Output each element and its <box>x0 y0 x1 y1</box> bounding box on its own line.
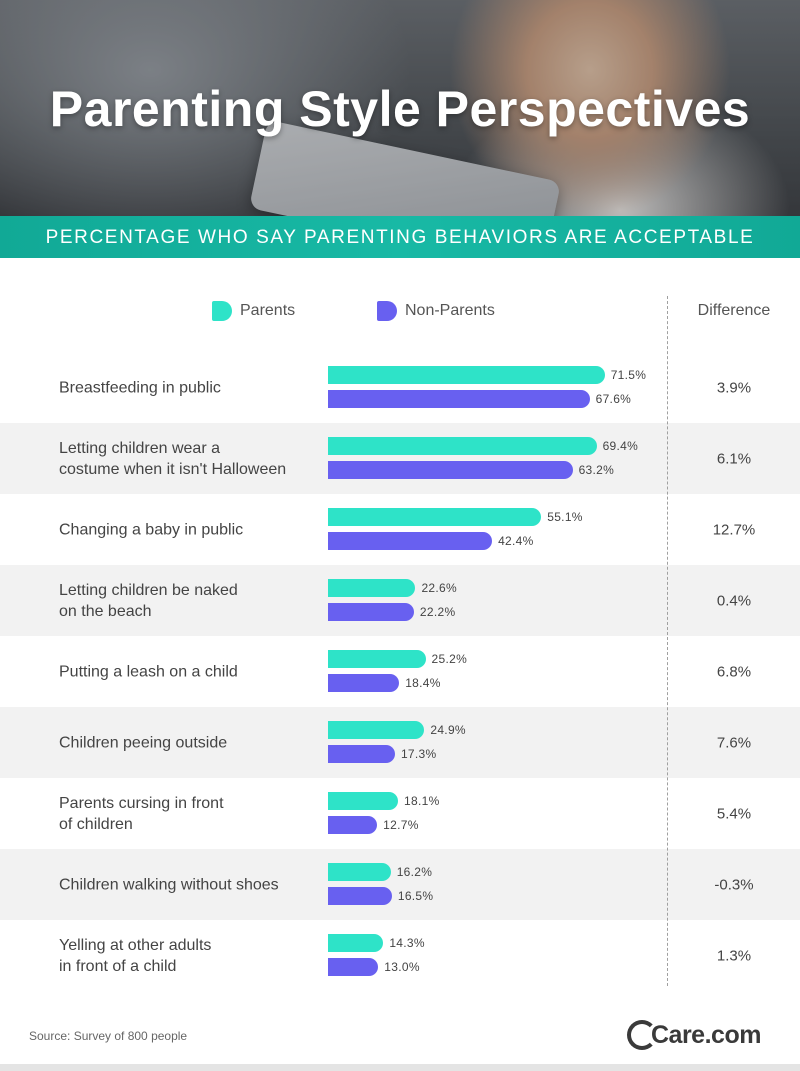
source-note: Source: Survey of 800 people <box>29 1029 188 1043</box>
value-label-non-parents: 12.7% <box>383 818 419 832</box>
bar-parents <box>328 863 391 881</box>
difference-value: 12.7% <box>712 521 756 538</box>
category-label-line: Changing a baby in public <box>59 521 244 538</box>
page-title: Parenting Style Perspectives <box>49 81 751 137</box>
category-label-line: Letting children wear a <box>59 439 220 457</box>
category-label: Breastfeeding in public <box>59 377 319 398</box>
chart-row: Children walking without shoes 16.2% 16.5%… <box>0 849 800 920</box>
difference-value: 6.1% <box>716 450 752 467</box>
difference-value: 5.4% <box>716 805 752 822</box>
value-label-parents: 55.1% <box>547 510 583 524</box>
difference-value: 1.3% <box>716 947 752 964</box>
value-label-non-parents: 17.3% <box>400 747 437 761</box>
bar-non-parents <box>328 816 378 834</box>
value-label-parents: 25.2% <box>431 652 468 666</box>
legend-swatch-non-parents <box>377 301 397 321</box>
bar-parents <box>328 792 399 810</box>
value-label-non-parents: 22.2% <box>419 605 456 619</box>
value-label-non-parents: 16.5% <box>397 889 434 903</box>
legend-parents: Parents <box>212 300 295 322</box>
category-label: Changing a baby in public <box>59 519 319 540</box>
category-label-line: Parents cursing in front <box>59 794 224 812</box>
category-label-line: Breastfeeding in public <box>59 379 221 396</box>
category-label-line: Yelling at other adults <box>59 936 212 954</box>
value-label-parents: 22.6% <box>421 581 457 595</box>
value-label-non-parents: 42.4% <box>498 534 534 548</box>
bar-non-parents <box>328 532 493 550</box>
difference-value: 0.4% <box>716 592 752 609</box>
difference-header: Difference <box>697 302 771 319</box>
bar-parents <box>328 934 384 952</box>
value-label-non-parents: 67.6% <box>595 392 632 406</box>
category-label: Yelling at other adults in front of a chi… <box>59 935 319 977</box>
hero-banner: Parenting Style Perspectives <box>0 0 800 216</box>
category-label-line: of children <box>59 815 133 833</box>
bar-parents <box>328 721 425 739</box>
chart-row: Putting a leash on a child 25.2% 18.4% 6.8% <box>0 636 800 707</box>
category-label-line: costume when it isn't Halloween <box>59 460 287 478</box>
bar-parents <box>328 508 542 526</box>
bar-non-parents <box>328 390 590 408</box>
value-label-parents: 71.5% <box>610 368 647 382</box>
legend-label-non-parents: Non-Parents <box>405 302 495 319</box>
hero-shade <box>0 0 800 216</box>
value-label-parents: 16.2% <box>396 865 433 879</box>
bar-parents <box>328 437 597 455</box>
legend-label-parents: Parents <box>240 302 296 319</box>
chart-row: Letting children be naked on the beach 22.… <box>0 565 800 636</box>
value-label-non-parents: 13.0% <box>384 960 420 974</box>
bar-parents <box>328 650 426 668</box>
chart-row: Yelling at other adults in front of a chi… <box>0 920 800 991</box>
footer-line <box>0 1064 800 1071</box>
value-label-parents: 24.9% <box>430 723 466 737</box>
value-label-parents: 69.4% <box>602 439 639 453</box>
category-label: Letting children be naked on the beach <box>59 580 319 622</box>
value-label-non-parents: 18.4% <box>405 676 441 690</box>
category-label-line: Letting children be naked <box>59 581 238 599</box>
category-label-line: in front of a child <box>59 957 177 975</box>
category-label: Parents cursing in front of children <box>59 793 319 835</box>
bar-non-parents <box>328 745 395 763</box>
value-label-parents: 18.1% <box>404 794 440 808</box>
difference-value: 3.9% <box>716 379 752 396</box>
bar-parents <box>328 366 605 384</box>
bar-non-parents <box>328 603 414 621</box>
category-label: Children peeing outside <box>59 732 319 753</box>
value-label-non-parents: 63.2% <box>578 463 615 477</box>
difference-value: -0.3% <box>714 876 754 893</box>
brand-mark-icon <box>627 1020 657 1050</box>
difference-value: 7.6% <box>716 734 752 751</box>
legend-non-parents: Non-Parents <box>377 300 495 322</box>
category-label-line: on the beach <box>59 602 152 620</box>
difference-value: 6.8% <box>716 663 752 680</box>
chart-row: Changing a baby in public 55.1% 42.4% 12.7% <box>0 494 800 565</box>
legend-swatch-parents <box>212 301 232 321</box>
category-label-line: Children peeing outside <box>59 734 228 751</box>
brand-logo: Care.com <box>627 1018 761 1052</box>
bar-non-parents <box>328 958 379 976</box>
chart-row: Children peeing outside 24.9% 17.3% 7.6% <box>0 707 800 778</box>
bar-non-parents <box>328 674 400 692</box>
category-label: Letting children wear a costume when it i… <box>59 438 319 480</box>
bar-non-parents <box>328 461 573 479</box>
brand-text: Care.com <box>651 1020 761 1049</box>
chart-row: Breastfeeding in public 71.5% 67.6% 3.9% <box>0 352 800 423</box>
category-label-line: Putting a leash on a child <box>59 663 238 680</box>
subtitle-banner: PERCENTAGE WHO SAY PARENTING BEHAVIORS A… <box>0 216 800 258</box>
chart-row: Parents cursing in front of children 18.1%… <box>0 778 800 849</box>
bar-non-parents <box>328 887 392 905</box>
category-label: Children walking without shoes <box>59 874 319 895</box>
bar-parents <box>328 579 416 597</box>
category-label-line: Children walking without shoes <box>59 876 279 893</box>
difference-divider <box>667 296 668 986</box>
value-label-parents: 14.3% <box>389 936 425 950</box>
chart-row: Letting children wear a costume when it i… <box>0 423 800 494</box>
category-label: Putting a leash on a child <box>59 661 319 682</box>
